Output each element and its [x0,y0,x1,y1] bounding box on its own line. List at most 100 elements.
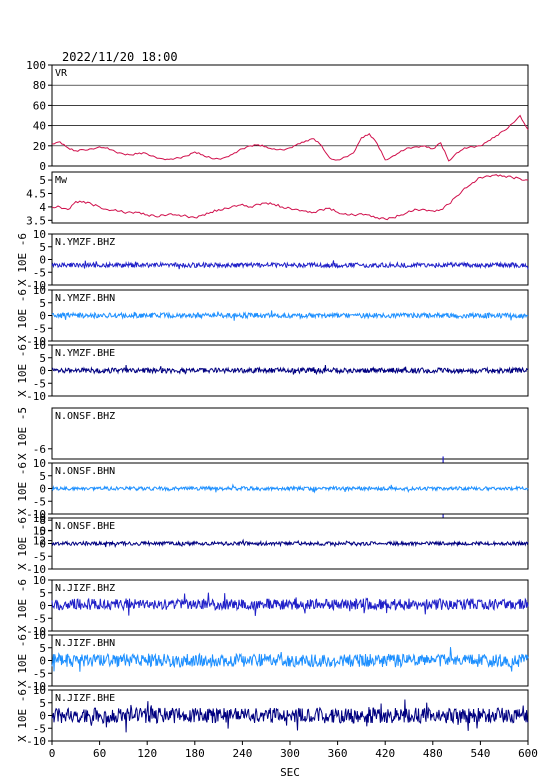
y-axis-unit-label: X 10E -6 [16,517,29,570]
panel-frame [51,407,529,460]
header-datetime: 2022/11/20 18:00 [62,50,178,64]
y-tick-label: -10 [26,563,46,576]
y-tick-label: -5 [33,495,46,508]
y-axis-unit-label: X 10E -6 [16,233,29,286]
y-tick-label: -5 [33,377,46,390]
panel-frame [51,233,529,286]
y-tick-label: 4.5 [26,187,46,200]
x-tick-label: 480 [423,747,443,760]
x-axis-label: SEC [280,766,300,779]
x-tick-label: 300 [280,747,300,760]
y-axis-unit-label: X 10E -6 [16,344,29,397]
y-tick-label: 100 [26,59,46,72]
y-tick-label: -5 [33,266,46,279]
y-axis-unit-label: X 10E -5 [16,407,29,460]
series-line [51,483,529,494]
y-tick-label: -5 [33,667,46,680]
y-axis-unit-label: X 10E -6 [16,289,29,342]
y-tick-label: -5 [33,722,46,735]
x-tick-label: 600 [518,747,538,760]
y-tick-label: 0 [39,710,46,723]
y-tick-label: 80 [33,79,46,92]
y-tick-label: 3.5 [26,214,46,227]
y-tick-label: 10 [33,457,46,470]
panel-title: N.YMZF.BHE [55,348,115,359]
y-tick-label: 8 [39,514,46,527]
y-tick-label: 0 [39,160,46,173]
series-line [51,699,529,733]
panel-title: VR [55,68,68,79]
y-tick-label: 0 [39,254,46,267]
y-axis-unit-label: X 10E -6 [16,689,29,742]
series-line [51,174,529,221]
y-tick-label: 10 [33,339,46,352]
series-line [51,114,529,162]
x-tick-label: 240 [232,747,252,760]
y-tick-label: 10 [33,684,46,697]
y-tick-label: -10 [26,625,46,638]
y-tick-label: -5 [33,550,46,563]
y-tick-label: 0 [39,483,46,496]
y-tick-label: 5 [39,587,46,600]
x-tick-label: 360 [328,747,348,760]
x-tick-label: 420 [375,747,395,760]
panel-title: N.YMZF.BHN [55,293,115,304]
y-tick-label: 0 [39,600,46,613]
panel-title: N.JIZF.BHE [55,693,115,704]
y-tick-label: 60 [33,99,46,112]
y-tick-label: 10 [33,284,46,297]
y-tick-label: 0 [39,310,46,323]
y-tick-label: -10 [26,735,46,748]
y-tick-label: -10 [26,279,46,292]
chart-panel: 0 20 40 60 80 100 VR [26,59,529,173]
series-line [51,364,529,376]
y-axis-unit-label: X 10E -6 [16,579,29,632]
y-axis-unit-label: X 10E -6 [16,634,29,687]
chart-panel: 3.544.55 Mw [26,171,529,227]
x-tick-label: 0 [49,747,56,760]
y-tick-label: 5 [39,241,46,254]
panel-title: N.ONSF.BHE [55,521,115,532]
panel-title: N.ONSF.BHZ [55,411,115,422]
x-tick-label: 120 [137,747,157,760]
y-tick-label: 0 [39,538,46,551]
series-line [51,592,529,616]
y-tick-label: 5 [39,297,46,310]
y-tick-label: 12 [33,535,46,548]
y-tick-label: 5 [39,525,46,538]
y-tick-label: 10 [33,574,46,587]
series-line [51,647,529,672]
y-tick-label: -10 [26,390,46,403]
x-tick-label: 180 [185,747,205,760]
y-tick-label: 10 [33,228,46,241]
panel-title: N.ONSF.BHN [55,466,115,477]
y-tick-label: -6 [33,443,46,456]
y-tick-label: -10 [26,680,46,693]
y-tick-label: 5 [39,470,46,483]
y-tick-label: -10 [26,508,46,521]
y-tick-label: 5 [39,697,46,710]
panel-title: N.JIZF.BHZ [55,583,115,594]
y-tick-label: -5 [33,612,46,625]
y-tick-label: 5 [39,352,46,365]
y-tick-label: 10 [33,524,46,537]
x-tick-label: 540 [470,747,490,760]
y-tick-label: 4 [39,201,46,214]
y-tick-label: 40 [33,120,46,133]
x-axis: 0 60 120 180 240 300 360 420 480 540 600 [49,741,538,760]
y-tick-label: -5 [33,322,46,335]
series-line [51,310,529,321]
y-tick-label: 0 [39,655,46,668]
panel-title: Mw [55,175,68,186]
panel-title: N.JIZF.BHN [55,638,115,649]
panel-title: N.YMZF.BHZ [55,237,115,248]
